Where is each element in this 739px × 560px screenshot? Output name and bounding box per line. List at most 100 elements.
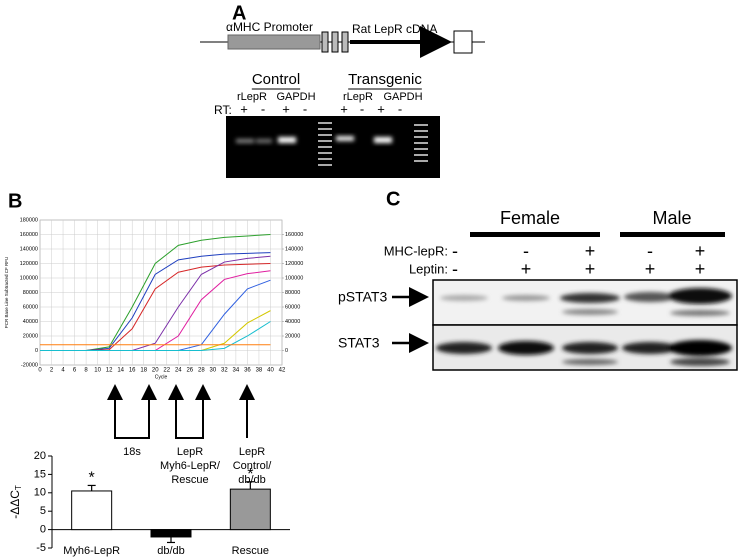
x-tick-label: 30 bbox=[210, 368, 217, 374]
y-tick-label: 100000 bbox=[20, 275, 38, 281]
x-tick-label: 12 bbox=[106, 368, 113, 374]
group-label: Control bbox=[252, 71, 300, 88]
row-label: MHC-lepR: bbox=[384, 243, 448, 258]
x-tick-label: 20 bbox=[152, 368, 159, 374]
x-tick-label: 4 bbox=[61, 368, 65, 374]
x-tick-label: 8 bbox=[84, 368, 88, 374]
y-axis-label: PCR Base Line Subtracted CF RFU bbox=[4, 257, 9, 329]
treatment-sign: + bbox=[585, 241, 596, 261]
y-tick-label: 60000 bbox=[23, 304, 38, 310]
blot-bands bbox=[436, 288, 732, 366]
x-tick-label: 40 bbox=[267, 368, 274, 374]
y2-tick-label: 140000 bbox=[285, 246, 303, 252]
annotation-label: Rescue bbox=[171, 474, 208, 486]
x-tick-label: 22 bbox=[163, 368, 170, 374]
promoter-box bbox=[227, 34, 321, 50]
exon bbox=[331, 31, 339, 53]
polya-box bbox=[453, 30, 473, 54]
y2-tick-label: 40000 bbox=[285, 319, 300, 325]
rt-sign: + bbox=[240, 101, 248, 116]
annotation-label: db/db bbox=[238, 474, 266, 486]
y-tick-label: 120000 bbox=[20, 261, 38, 267]
x-tick-label: 34 bbox=[233, 368, 240, 374]
x-tick-label: 28 bbox=[198, 368, 205, 374]
panel-label: A bbox=[232, 2, 246, 24]
x-tick-label: db/db bbox=[157, 545, 185, 557]
treatment-sign: - bbox=[452, 241, 458, 261]
rt-sign: - bbox=[261, 101, 265, 116]
y-tick-label: 0 bbox=[40, 524, 46, 536]
exon bbox=[321, 31, 329, 53]
y-tick-label: 20 bbox=[34, 450, 46, 462]
x-tick-label: 16 bbox=[129, 368, 136, 374]
x-tick-label: 0 bbox=[38, 368, 42, 374]
y-tick-label: 5 bbox=[40, 505, 46, 517]
y-tick-label: 20000 bbox=[23, 333, 38, 339]
y-tick-label: -5 bbox=[36, 542, 46, 554]
x-tick-label: 36 bbox=[244, 368, 251, 374]
x-tick-label: Rescue bbox=[232, 545, 269, 557]
rt-sign: + bbox=[340, 101, 348, 116]
annotation-label: 18s bbox=[123, 446, 141, 458]
rt-sign: - bbox=[398, 101, 402, 116]
x-tick-label: 10 bbox=[94, 368, 101, 374]
x-tick-label: Myh6-LepR bbox=[63, 545, 120, 557]
treatment-sign: - bbox=[452, 259, 458, 279]
x-tick-label: 6 bbox=[73, 368, 77, 374]
annotation-label: Myh6-LepR/ bbox=[160, 460, 221, 472]
gel bbox=[226, 116, 440, 178]
y-tick-label: 40000 bbox=[23, 319, 38, 325]
y2-tick-label: 80000 bbox=[285, 290, 300, 296]
treatment-sign: - bbox=[523, 241, 529, 261]
lane-label: rLepR bbox=[237, 91, 267, 103]
y-tick-label: 140000 bbox=[20, 246, 38, 252]
x-tick-label: 14 bbox=[117, 368, 124, 374]
significance-mark: * bbox=[247, 466, 253, 483]
y-tick-label: 80000 bbox=[23, 290, 38, 296]
group-bar bbox=[620, 232, 725, 237]
group-label: Transgenic bbox=[348, 71, 422, 88]
treatment-sign: - bbox=[647, 241, 653, 261]
y2-tick-label: 100000 bbox=[285, 275, 303, 281]
y-tick-label: -20000 bbox=[21, 362, 38, 368]
lane-label: rLepR bbox=[343, 91, 373, 103]
x-tick-label: 38 bbox=[256, 368, 263, 374]
band-label: pSTAT3 bbox=[338, 289, 387, 305]
y-tick-label: 0 bbox=[35, 348, 38, 354]
y2-tick-label: 60000 bbox=[285, 304, 300, 310]
x-tick-label: 42 bbox=[279, 368, 286, 374]
promoter-label: αMHC Promoter bbox=[226, 20, 313, 34]
y-axis-label: -ΔΔCT bbox=[8, 485, 23, 519]
cdna-label: Rat LepR cDNA bbox=[352, 22, 437, 36]
rt-sign: - bbox=[360, 101, 364, 116]
y-tick-label: 160000 bbox=[20, 232, 38, 238]
rt-label: RT: bbox=[214, 103, 232, 117]
bar bbox=[229, 488, 271, 531]
x-tick-label: 26 bbox=[186, 368, 193, 374]
panel-label: B bbox=[8, 190, 22, 212]
annotation-label: LepR bbox=[177, 446, 203, 458]
y-axis-label-main: -ΔΔC bbox=[8, 490, 22, 519]
treatment-sign: + bbox=[695, 241, 706, 261]
bar bbox=[71, 490, 113, 531]
x-tick-label: 32 bbox=[221, 368, 228, 374]
exon bbox=[341, 31, 349, 53]
y2-tick-label: 0 bbox=[285, 348, 288, 354]
y2-tick-label: 160000 bbox=[285, 232, 303, 238]
band-label: STAT3 bbox=[338, 335, 380, 351]
bar bbox=[150, 529, 192, 538]
group-bar bbox=[470, 232, 600, 237]
row-label: Leptin: bbox=[409, 261, 448, 276]
treatment-sign: + bbox=[585, 259, 596, 279]
gel-bands bbox=[236, 136, 392, 143]
group-label: Female bbox=[500, 208, 560, 228]
significance-mark: * bbox=[89, 470, 95, 487]
rt-sign: - bbox=[303, 101, 307, 116]
lane-label: GAPDH bbox=[276, 91, 315, 103]
y-tick-label: 180000 bbox=[20, 217, 38, 223]
y2-tick-label: 120000 bbox=[285, 261, 303, 267]
x-tick-label: 18 bbox=[140, 368, 147, 374]
panel-label: C bbox=[386, 188, 400, 210]
treatment-sign: + bbox=[521, 259, 532, 279]
